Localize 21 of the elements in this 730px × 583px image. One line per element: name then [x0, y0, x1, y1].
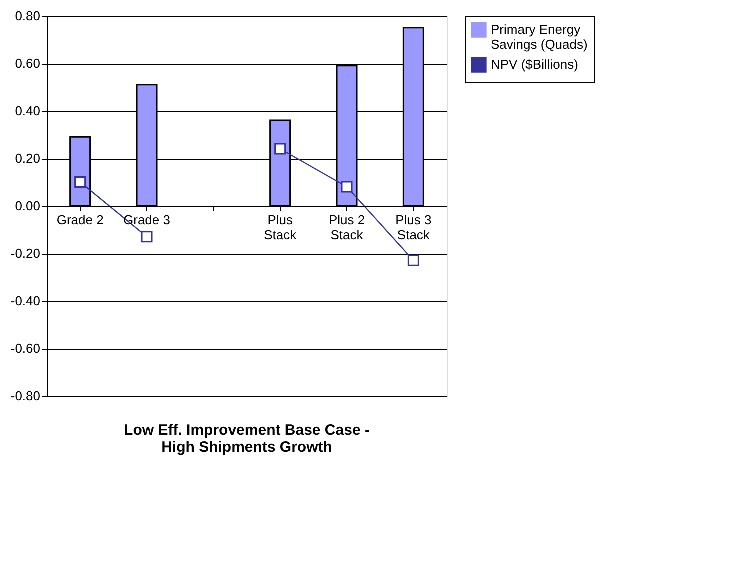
- y-tick-label: 0.40: [15, 104, 40, 118]
- y-tick-label: -0.80: [10, 388, 40, 404]
- y-tick-label: -0.60: [10, 341, 40, 356]
- x-tick-label: Grade 2: [56, 212, 104, 228]
- y-tick-label: 0.20: [15, 151, 40, 166]
- legend-label: Primary Energy Savings (Quads): [491, 22, 588, 52]
- x-tick-label: Plus 3 Stack: [396, 212, 432, 242]
- y-tick-label: 0.60: [15, 56, 40, 71]
- point: [141, 231, 153, 243]
- point: [341, 181, 353, 193]
- text: Low Eff. Improvement Base Case - High Shipments Growth: [124, 422, 370, 456]
- x-tick-label: Plus Stack: [264, 212, 298, 242]
- x-tick-label: Plus 2 Stack: [328, 212, 366, 242]
- point: [74, 176, 86, 188]
- y-tick-label: -0.40: [10, 294, 40, 308]
- y-tick-label: 0.00: [15, 198, 40, 214]
- legend-label: NPV ($Billions): [491, 57, 578, 72]
- y-tick-label: 0.80: [15, 8, 40, 24]
- point: [408, 254, 420, 266]
- point: [274, 143, 286, 155]
- y-tick-label: -0.20: [10, 246, 40, 261]
